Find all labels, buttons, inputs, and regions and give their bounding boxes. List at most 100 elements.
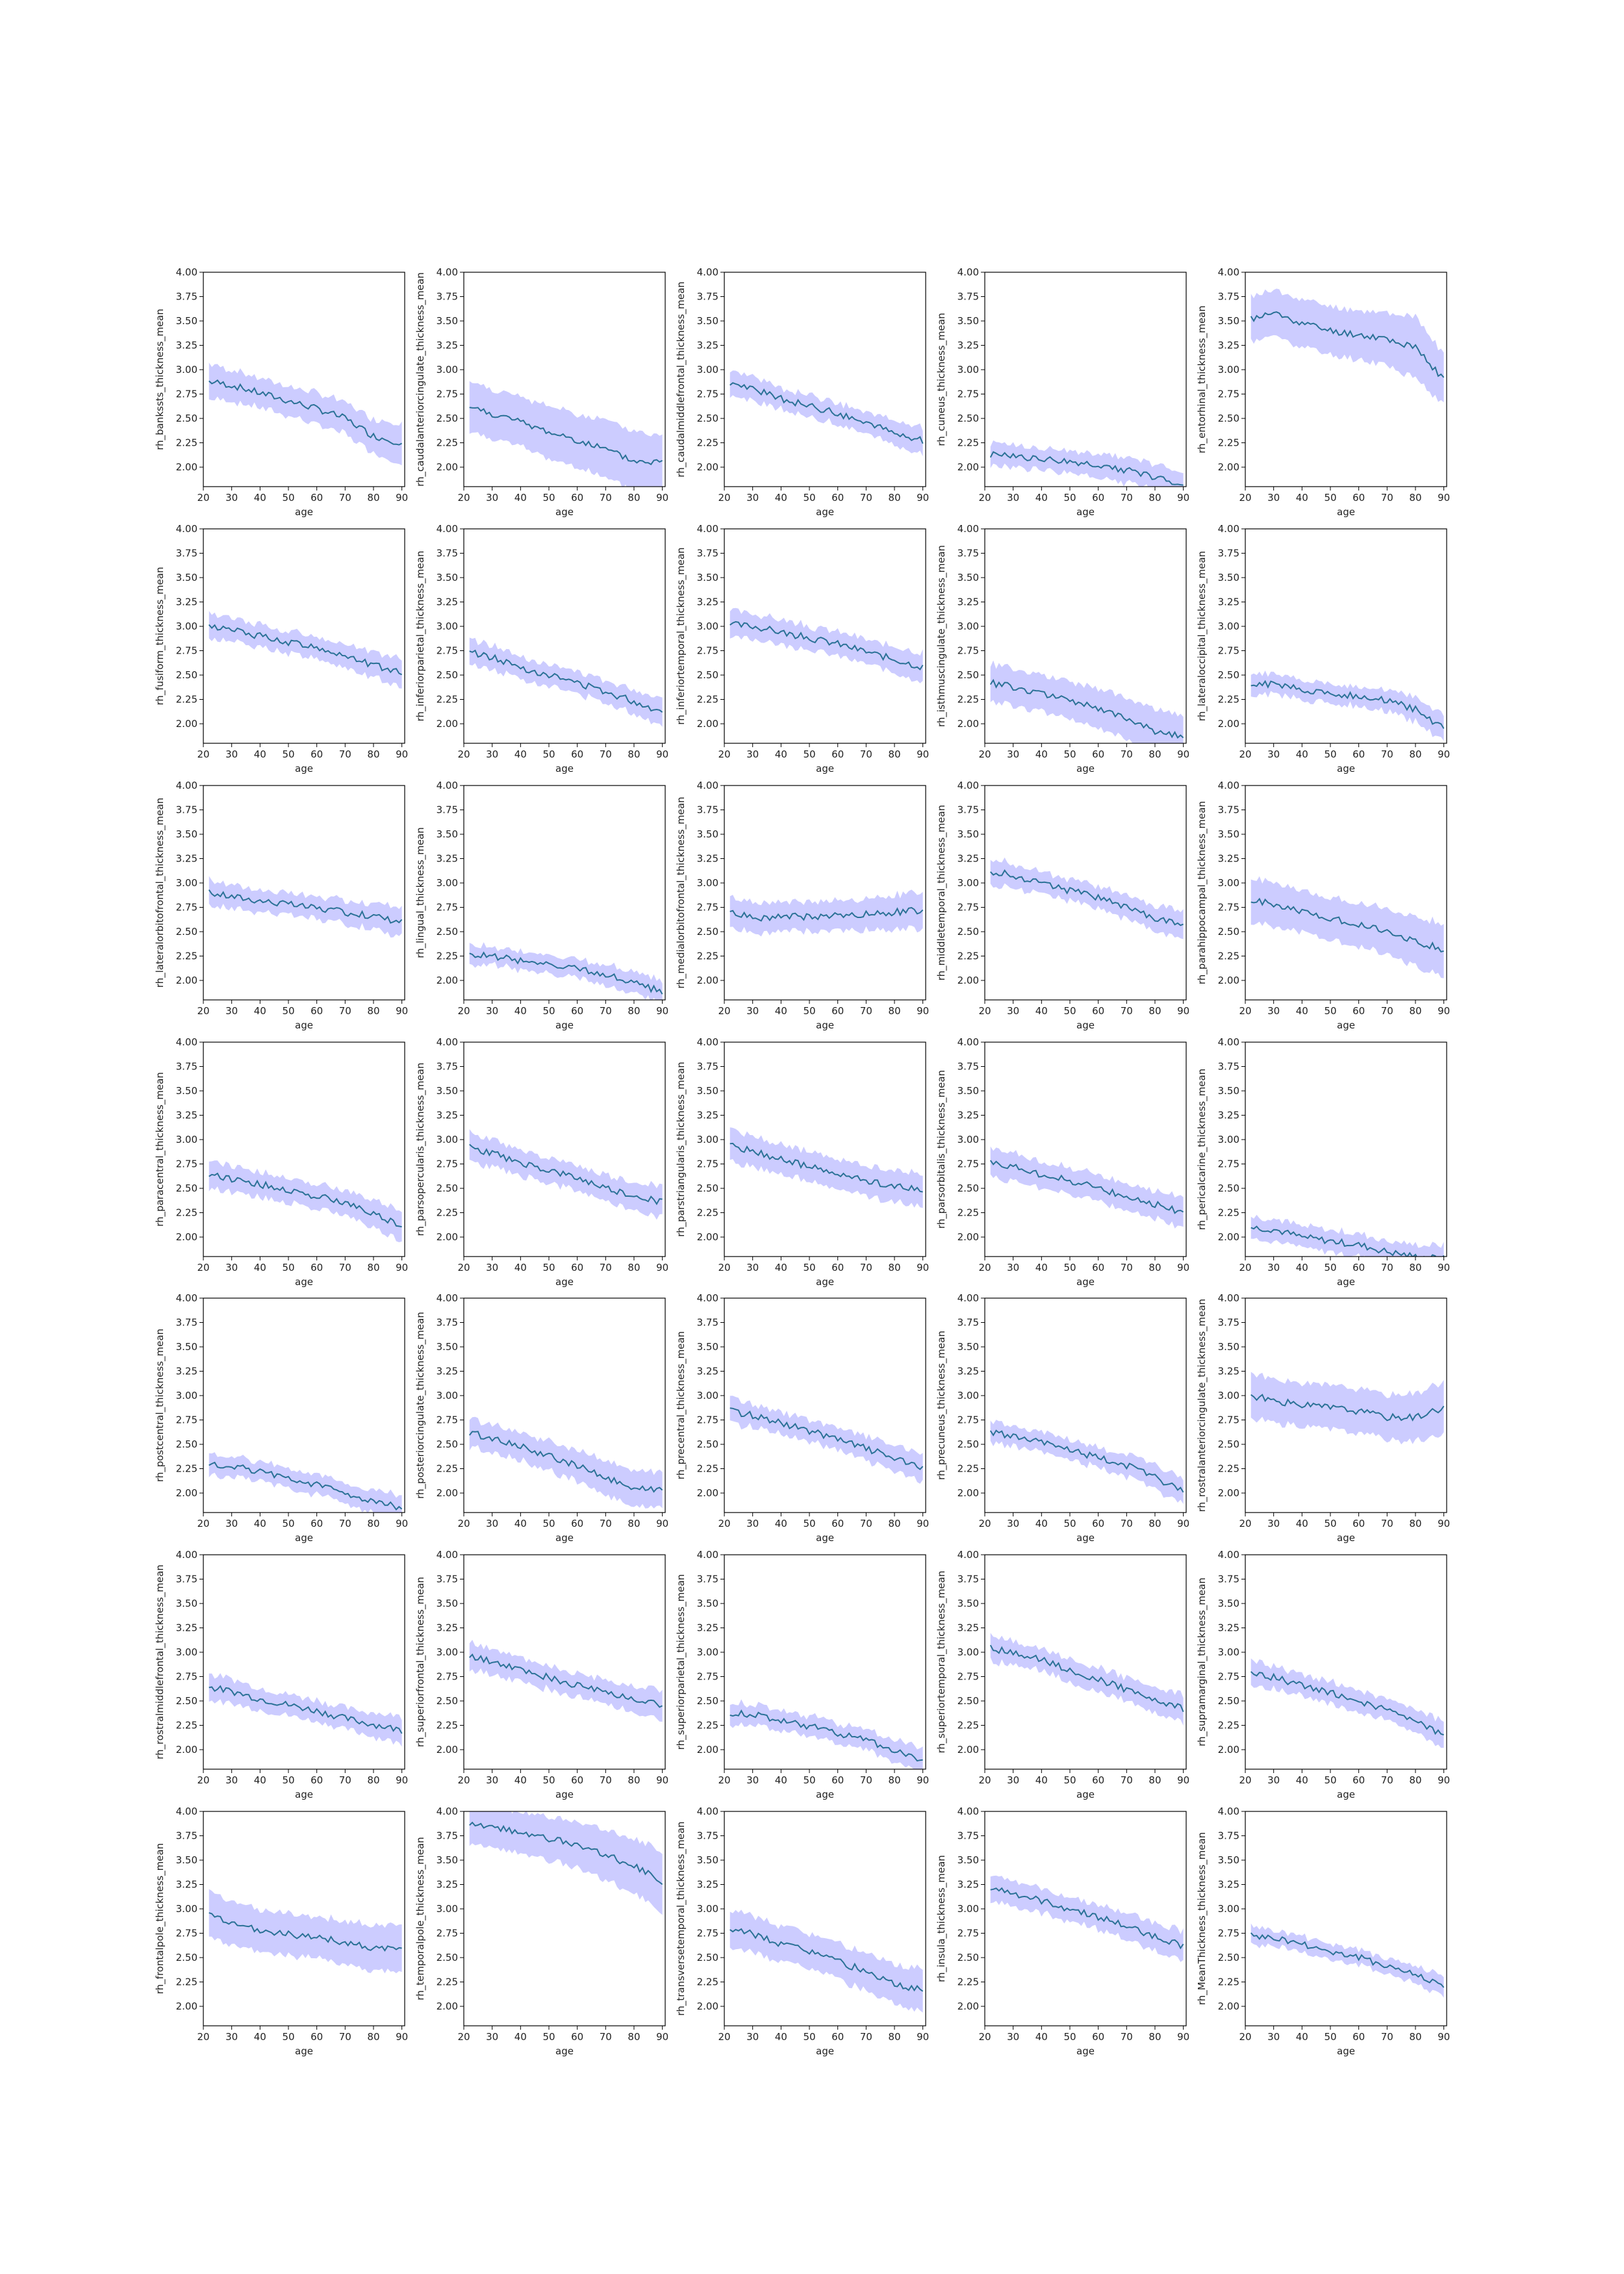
y-tick-label: 2.50 xyxy=(697,1695,718,1707)
confidence-band xyxy=(469,1811,663,1915)
x-tick-label: 40 xyxy=(775,1005,787,1017)
x-tick-label: 70 xyxy=(860,1005,872,1017)
x-tick-label: 20 xyxy=(978,492,991,504)
x-tick-label: 30 xyxy=(225,1774,238,1786)
x-tick-label: 50 xyxy=(542,1518,555,1529)
axes-frame xyxy=(984,785,1187,1001)
subplot: 20 30 40 50 60 70 80 90 2.00 2.25 2.50 2.75 3.00 3.25… xyxy=(675,266,929,518)
x-tick-label: 30 xyxy=(1007,748,1019,760)
subplot: 20 30 40 50 60 70 80 90 2.00 2.25 2.50 2.75 3.00 3.25… xyxy=(935,780,1189,1031)
x-tick-label: 70 xyxy=(1381,2031,1393,2043)
y-tick-label: 2.75 xyxy=(437,1671,458,1683)
x-tick-label: 90 xyxy=(396,748,408,760)
x-tick-label: 40 xyxy=(775,2031,787,2043)
y-tick-label: 2.25 xyxy=(697,437,718,449)
x-axis-label: age xyxy=(1076,1532,1095,1544)
y-tick-label: 3.25 xyxy=(697,596,718,608)
confidence-band xyxy=(209,611,402,689)
y-tick-label: 2.00 xyxy=(437,461,458,473)
x-tick-label: 80 xyxy=(1409,2031,1421,2043)
x-tick-label: 30 xyxy=(486,748,498,760)
axes-frame xyxy=(203,528,405,744)
y-axis-label: rh_posteriorcingulate_thickness_mean xyxy=(414,1312,427,1499)
y-tick-label: 3.75 xyxy=(176,548,197,559)
subplot: 20 30 40 50 60 70 80 90 2.00 2.25 2.50 2.75 3.00 3.25… xyxy=(414,1292,668,1544)
x-axis-label: age xyxy=(816,763,834,774)
x-tick-label: 60 xyxy=(311,492,323,504)
plot-area xyxy=(730,1396,924,1484)
x-tick-label: 70 xyxy=(1381,492,1393,504)
y-tick-label: 4.00 xyxy=(437,266,458,278)
x-tick-label: 60 xyxy=(1352,1005,1365,1017)
axes-frame xyxy=(724,272,926,487)
y-tick-label: 3.50 xyxy=(958,1085,979,1097)
confidence-band xyxy=(730,1396,923,1484)
y-axis-label: rh_precuneus_thickness_mean xyxy=(935,1331,948,1480)
x-tick-label: 80 xyxy=(1148,1262,1161,1273)
x-axis-label: age xyxy=(295,763,313,774)
x-tick-label: 50 xyxy=(1324,492,1336,504)
y-tick-label: 3.00 xyxy=(437,620,458,632)
x-tick-label: 80 xyxy=(888,1005,900,1017)
y-tick-label: 2.00 xyxy=(176,1744,197,1756)
x-tick-label: 60 xyxy=(831,1262,844,1273)
y-tick-label: 3.50 xyxy=(1218,1085,1239,1097)
x-tick-label: 80 xyxy=(367,1262,379,1273)
y-tick-label: 2.25 xyxy=(1218,694,1239,706)
confidence-band xyxy=(990,1420,1184,1504)
y-tick-label: 4.00 xyxy=(697,1549,718,1561)
mean-line xyxy=(989,1644,1184,1713)
x-tick-label: 50 xyxy=(282,1774,294,1786)
axes-frame xyxy=(203,1297,405,1513)
x-tick-label: 50 xyxy=(1324,1774,1336,1786)
y-tick-label: 2.50 xyxy=(176,926,197,938)
x-tick-label: 80 xyxy=(888,748,900,760)
x-tick-label: 30 xyxy=(1267,748,1280,760)
y-tick-label: 2.00 xyxy=(437,1487,458,1499)
x-tick-label: 20 xyxy=(718,1774,730,1786)
x-tick-label: 90 xyxy=(396,1005,408,1017)
y-tick-label: 3.00 xyxy=(437,1903,458,1915)
axes-frame xyxy=(203,1811,405,2026)
y-tick-label: 2.50 xyxy=(697,669,718,681)
y-tick-label: 3.75 xyxy=(697,1574,718,1585)
y-axis-label: rh_bankssts_thickness_mean xyxy=(154,309,166,450)
x-axis-label: age xyxy=(1337,506,1355,518)
y-tick-label: 4.00 xyxy=(697,1806,718,1817)
confidence-band xyxy=(990,1875,1184,1962)
x-tick-label: 20 xyxy=(197,1518,209,1529)
x-tick-label: 70 xyxy=(600,492,612,504)
y-tick-label: 3.50 xyxy=(176,1598,197,1609)
y-tick-label: 2.50 xyxy=(1218,1952,1239,1963)
x-tick-label: 40 xyxy=(254,2031,266,2043)
x-tick-label: 50 xyxy=(803,1262,815,1273)
x-tick-label: 70 xyxy=(600,1262,612,1273)
mean-line xyxy=(469,1143,663,1206)
y-tick-label: 2.75 xyxy=(1218,1928,1239,1939)
y-tick-label: 2.00 xyxy=(958,1231,979,1243)
y-tick-label: 3.25 xyxy=(958,596,979,608)
y-axis-label: rh_fusiform_thickness_mean xyxy=(154,567,166,705)
mean-line xyxy=(208,624,403,676)
y-tick-label: 3.75 xyxy=(958,1830,979,1842)
y-tick-label: 2.25 xyxy=(1218,1463,1239,1475)
x-tick-label: 60 xyxy=(1092,1262,1104,1273)
axes-frame xyxy=(463,1811,666,2026)
y-tick-label: 3.00 xyxy=(958,1134,979,1145)
x-tick-label: 70 xyxy=(339,2031,351,2043)
x-tick-label: 80 xyxy=(1409,748,1421,760)
y-tick-label: 2.25 xyxy=(958,437,979,449)
y-tick-label: 2.50 xyxy=(437,669,458,681)
y-tick-label: 3.25 xyxy=(1218,1110,1239,1121)
y-tick-label: 4.00 xyxy=(176,1036,197,1048)
x-tick-label: 40 xyxy=(1035,1005,1048,1017)
y-tick-label: 3.50 xyxy=(697,1085,718,1097)
y-tick-label: 2.50 xyxy=(958,413,979,424)
y-tick-label: 3.00 xyxy=(1218,1903,1239,1915)
confidence-band xyxy=(990,660,1184,743)
y-axis-label: rh_paracentral_thickness_mean xyxy=(154,1072,166,1227)
y-axis-label: rh_inferiortemporal_thickness_mean xyxy=(675,547,687,724)
x-tick-label: 50 xyxy=(282,2031,294,2043)
y-tick-label: 3.50 xyxy=(176,1085,197,1097)
subplot: 20 30 40 50 60 70 80 90 2.00 2.25 2.50 2.75 3.00 3.25… xyxy=(414,780,668,1031)
